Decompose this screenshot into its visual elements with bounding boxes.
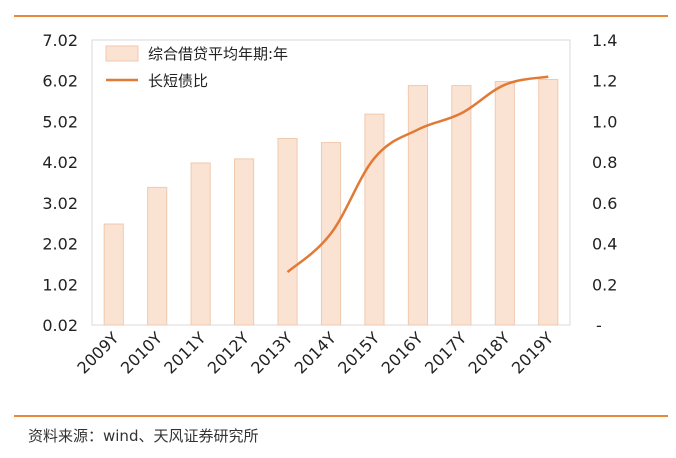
source-note: 资料来源：wind、天风证券研究所 [28,427,259,445]
top-rule [14,15,668,17]
left-axis-ticks: 0.02 1.02 2.02 3.02 4.02 5.02 6.02 7.02 [42,31,78,335]
legend-line-label: 长短债比 [148,72,208,90]
x-tick-label: 2014Y [291,328,340,377]
left-tick-label: 2.02 [42,235,78,254]
x-tick-label: 2009Y [73,328,122,377]
x-tick-label: 2012Y [204,328,253,377]
line-series [286,75,549,274]
x-tick-label: 2016Y [378,328,427,377]
right-tick-label: 1.0 [592,112,617,131]
bar-2009Y [103,223,124,326]
x-tick-label: 2019Y [508,328,557,377]
left-tick-label: 6.02 [42,72,78,91]
bar-2010Y [147,186,168,326]
x-tick-label: 2017Y [421,328,470,377]
x-tick-label: 2010Y [117,328,166,377]
line-debt-ratio [286,75,549,274]
bar-2012Y [234,158,255,326]
right-axis-ticks: - 0.2 0.4 0.6 0.8 1.0 1.2 1.4 [592,31,617,335]
right-tick-label: 1.4 [592,31,617,50]
x-axis-ticks: 2009Y2010Y2011Y2012Y2013Y2014Y2015Y2016Y… [73,328,557,377]
x-tick-label: 2015Y [334,328,383,377]
right-tick-label: 0.4 [592,235,617,254]
right-tick-label: 0.2 [592,275,617,294]
right-tick-label: 0.6 [592,194,617,213]
bar-2016Y [407,85,428,326]
legend: 综合借贷平均年期:年 长短债比 [105,45,288,90]
right-tick-label: - [596,316,602,335]
x-tick-label: 2011Y [160,328,209,377]
bar-2013Y [277,138,298,326]
right-tick-label: 1.2 [592,72,617,91]
left-tick-label: 4.02 [42,153,78,172]
x-tick-label: 2013Y [247,328,296,377]
legend-bar-label: 综合借贷平均年期:年 [148,45,288,63]
left-tick-label: 3.02 [42,194,78,213]
bottom-rule [14,415,668,417]
bar-series [103,78,559,326]
bar-2019Y [538,78,559,326]
left-tick-label: 1.02 [42,275,78,294]
bar-2017Y [451,85,472,326]
left-tick-label: 0.02 [42,316,78,335]
left-tick-label: 7.02 [42,31,78,50]
legend-bar-swatch [105,45,139,62]
x-tick-label: 2018Y [465,328,514,377]
bar-2011Y [190,162,211,326]
right-tick-label: 0.8 [592,153,617,172]
bar-2018Y [494,81,515,326]
left-tick-label: 5.02 [42,112,78,131]
bar-2015Y [364,113,385,326]
